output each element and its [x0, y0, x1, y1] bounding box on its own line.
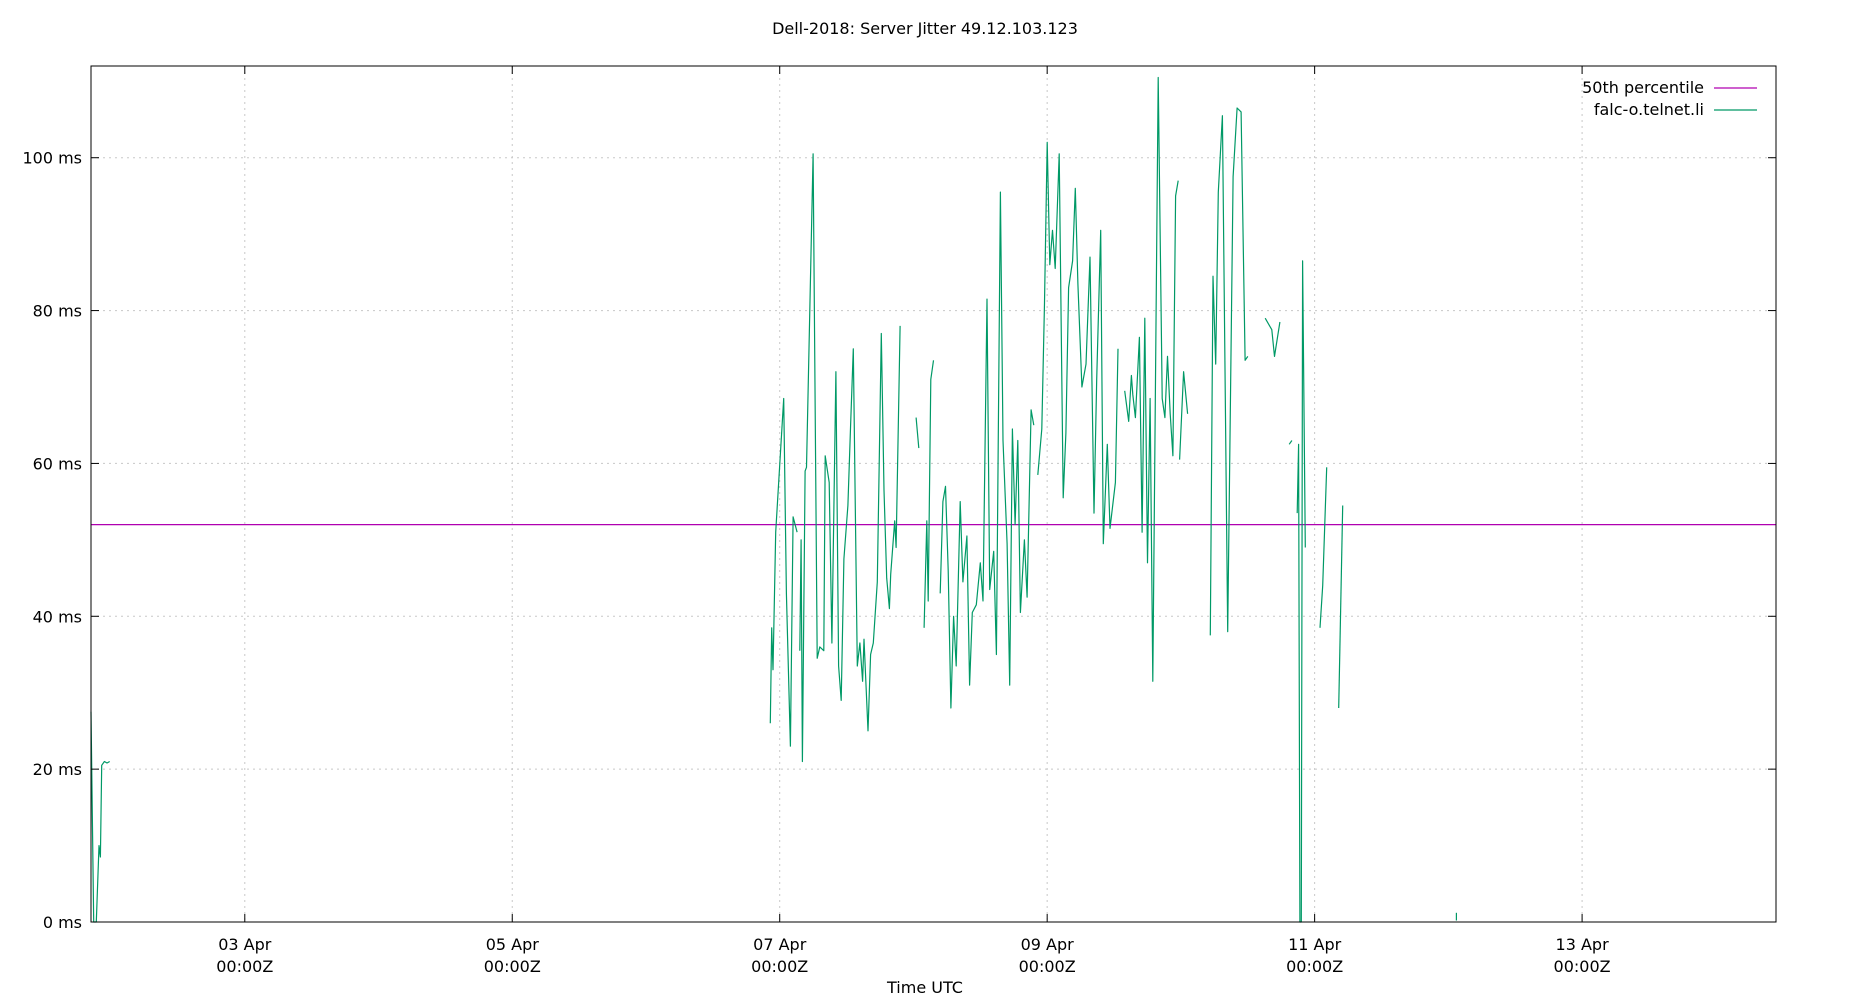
- x-tick-label-date: 07 Apr: [753, 935, 807, 954]
- legend: 50th percentile falc-o.telnet.li: [1582, 78, 1757, 119]
- x-tick-label-date: 09 Apr: [1021, 935, 1075, 954]
- series-line-segment: [1179, 371, 1189, 460]
- y-tick-label: 20 ms: [33, 760, 82, 779]
- x-tick-label-date: 11 Apr: [1288, 935, 1342, 954]
- y-tick-label: 100 ms: [22, 149, 82, 168]
- x-tick-label-date: 13 Apr: [1556, 935, 1610, 954]
- series-line-segment: [769, 397, 798, 747]
- series-line-segment: [939, 191, 1035, 709]
- x-tick-label-time: 00:00Z: [1554, 957, 1611, 976]
- chart-title: Dell-2018: Server Jitter 49.12.103.123: [772, 19, 1078, 38]
- x-tick-label-time: 00:00Z: [1286, 957, 1343, 976]
- series-line-segment: [1264, 317, 1281, 357]
- series-layer: [90, 76, 1776, 923]
- x-tick-label-time: 00:00Z: [1019, 957, 1076, 976]
- y-tick-label: 0 ms: [43, 913, 82, 932]
- series-line-segment: [1288, 440, 1293, 445]
- x-tick-label-time: 00:00Z: [751, 957, 808, 976]
- plot-frame: [90, 65, 1777, 923]
- legend-label: 50th percentile: [1582, 78, 1704, 97]
- x-axis-label: Time UTC: [886, 978, 963, 997]
- series-1: [90, 76, 1458, 923]
- series-line-segment: [1124, 76, 1179, 682]
- x-tick-label-time: 00:00Z: [216, 957, 273, 976]
- series-line-segment: [1037, 141, 1119, 545]
- y-tick-label: 80 ms: [33, 302, 82, 321]
- series-line-segment: [1319, 467, 1328, 628]
- x-tick-label-time: 00:00Z: [484, 957, 541, 976]
- series-line-segment: [923, 360, 935, 628]
- series-line-segment: [915, 417, 920, 449]
- series-line-segment: [1338, 505, 1344, 709]
- series-line-segment: [1209, 107, 1249, 636]
- series-line-segment: [90, 711, 110, 923]
- series-line-segment: [1296, 260, 1306, 923]
- tick-layer: 0 ms 20 ms 40 ms 60 ms 80 ms 100 ms 03 Apr 00:0…: [22, 66, 1776, 976]
- legend-label: falc-o.telnet.li: [1594, 100, 1704, 119]
- series-line-segment: [799, 153, 901, 763]
- x-tick-label-date: 03 Apr: [218, 935, 272, 954]
- y-tick-label: 40 ms: [33, 607, 82, 626]
- x-tick-label-date: 05 Apr: [486, 935, 540, 954]
- grid-layer: [91, 66, 1776, 922]
- y-tick-label: 60 ms: [33, 454, 82, 473]
